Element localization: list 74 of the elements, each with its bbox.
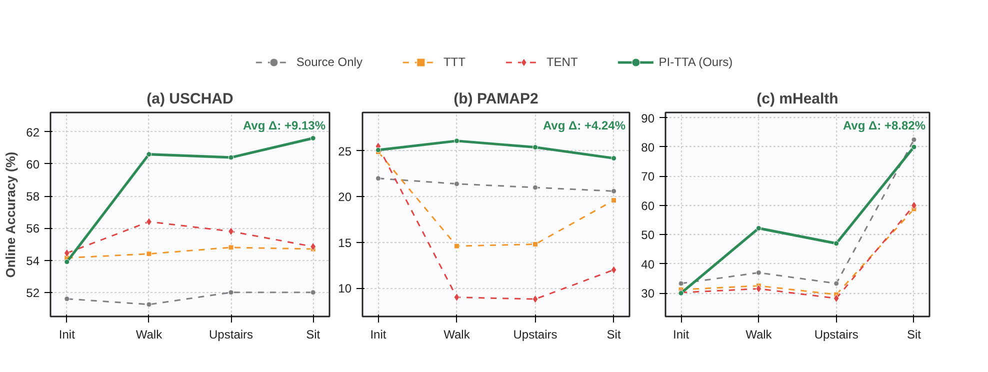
point	[911, 144, 917, 150]
point	[228, 244, 234, 250]
point	[454, 293, 460, 302]
y-tick-label: 40	[641, 257, 655, 272]
x-tick-label: Walk	[444, 328, 471, 342]
x-tick-label: Sit	[906, 328, 922, 342]
chart-title: (a) USCHAD	[146, 90, 234, 108]
x-tick-label: Init	[58, 328, 76, 342]
x-tick-label: Walk	[746, 328, 773, 342]
legend-label: TENT	[546, 55, 578, 69]
y-tick-label: 50	[641, 228, 655, 242]
point	[833, 294, 840, 303]
legend-label: PI-TTA (Ours)	[658, 55, 733, 69]
point	[64, 296, 70, 302]
annotation: Avg Δ: +4.24%	[542, 118, 626, 132]
legend-label: Source Only	[296, 55, 362, 69]
x-tick-label: Sit	[306, 328, 321, 342]
point	[834, 240, 840, 246]
x-tick-label: Upstairs	[814, 328, 858, 342]
y-tick-label: 90	[641, 111, 655, 126]
point	[146, 302, 152, 308]
y-tick-label: 10	[338, 282, 352, 296]
y-tick-label: 80	[641, 140, 655, 154]
y-tick-label: 52	[26, 286, 40, 300]
x-tick-label: Init	[370, 328, 387, 342]
point	[756, 284, 762, 293]
y-tick-label: 62	[26, 125, 40, 140]
y-tick-label: 20	[338, 190, 352, 204]
point	[454, 181, 460, 187]
point	[64, 259, 70, 265]
point	[911, 136, 917, 142]
y-tick-label: 54	[26, 254, 40, 268]
point	[228, 154, 234, 160]
point	[310, 135, 316, 141]
y-tick-label: 56	[26, 222, 40, 236]
point	[64, 248, 70, 258]
point	[611, 188, 617, 194]
point	[532, 294, 538, 304]
y-tick-label: 60	[641, 198, 655, 213]
y-tick-label: 58	[26, 190, 40, 204]
point	[310, 242, 316, 251]
y-tick-label: 60	[26, 157, 40, 172]
y-tick-label: 30	[641, 286, 655, 301]
x-tick-label: Upstairs	[209, 328, 254, 342]
point	[611, 198, 617, 204]
y-axis-title: Online Accuracy (%)	[3, 152, 18, 278]
point	[834, 280, 840, 286]
point	[310, 290, 316, 296]
point	[532, 241, 538, 247]
y-tick-label: 15	[338, 236, 352, 250]
point	[454, 243, 460, 249]
annotation: Avg Δ: +8.82%	[842, 118, 926, 132]
point	[146, 152, 152, 158]
point	[375, 176, 381, 182]
point	[532, 144, 538, 150]
chart-title: (c) mHealth	[756, 90, 838, 108]
y-tick-label: 70	[641, 170, 655, 184]
point	[611, 155, 617, 161]
point	[610, 266, 617, 274]
annotation: Avg Δ: +9.13%	[242, 118, 326, 132]
point	[678, 280, 684, 286]
point	[756, 270, 762, 276]
y-tick-label: 25	[338, 144, 352, 158]
x-tick-label: Sit	[606, 328, 622, 342]
point	[146, 251, 152, 257]
point	[756, 225, 762, 231]
point	[532, 184, 538, 190]
x-tick-label: Upstairs	[513, 328, 558, 342]
x-tick-label: Walk	[136, 328, 164, 342]
point	[454, 138, 460, 144]
point	[228, 290, 234, 296]
x-tick-label: Init	[673, 328, 690, 342]
legend-label: TTT	[443, 55, 466, 69]
chart-title: (b) PAMAP2	[454, 90, 538, 108]
